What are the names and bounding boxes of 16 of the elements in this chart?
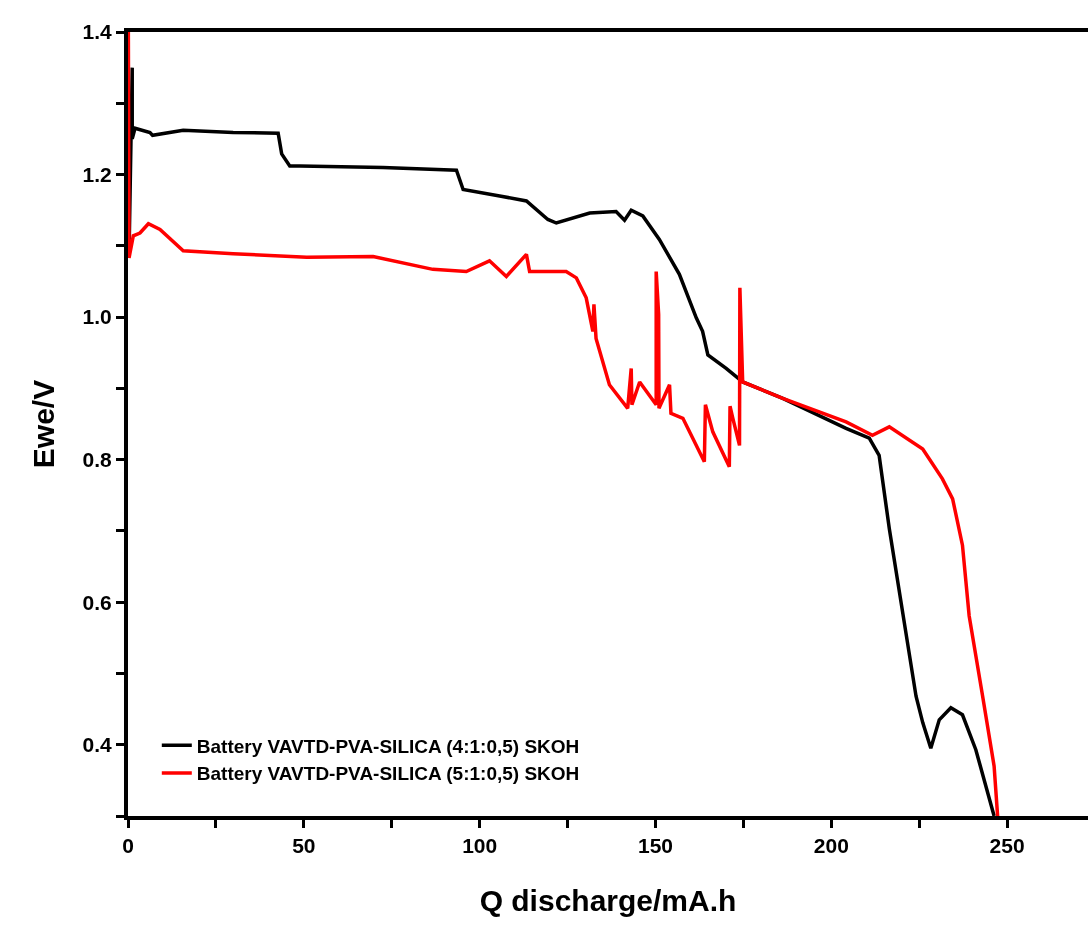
y-tick-label: 0.8: [82, 447, 113, 471]
legend-label: Battery VAVTD-PVA-SILICA (5:1:0,5) SKOH: [196, 763, 580, 785]
x-axis-title: Q discharge/mA.h: [479, 884, 737, 918]
y-axis-title: Ewe/V: [27, 379, 61, 469]
x-tick-label: 100: [462, 834, 498, 858]
x-tick-label: 50: [292, 834, 316, 858]
x-tick-label: 0: [122, 834, 134, 858]
x-tick-label: 200: [813, 834, 849, 858]
y-tick-label: 1.4: [82, 20, 113, 44]
y-tick-label: 0.4: [82, 733, 113, 757]
legend-label: Battery VAVTD-PVA-SILICA (4:1:0,5) SKOH: [196, 735, 580, 757]
y-tick-label: 0.6: [82, 590, 112, 614]
y-tick-label: 1.0: [82, 305, 112, 329]
y-tick-label: 1.2: [82, 162, 112, 186]
x-tick-label: 250: [989, 834, 1025, 858]
x-tick-label: 150: [637, 834, 673, 858]
